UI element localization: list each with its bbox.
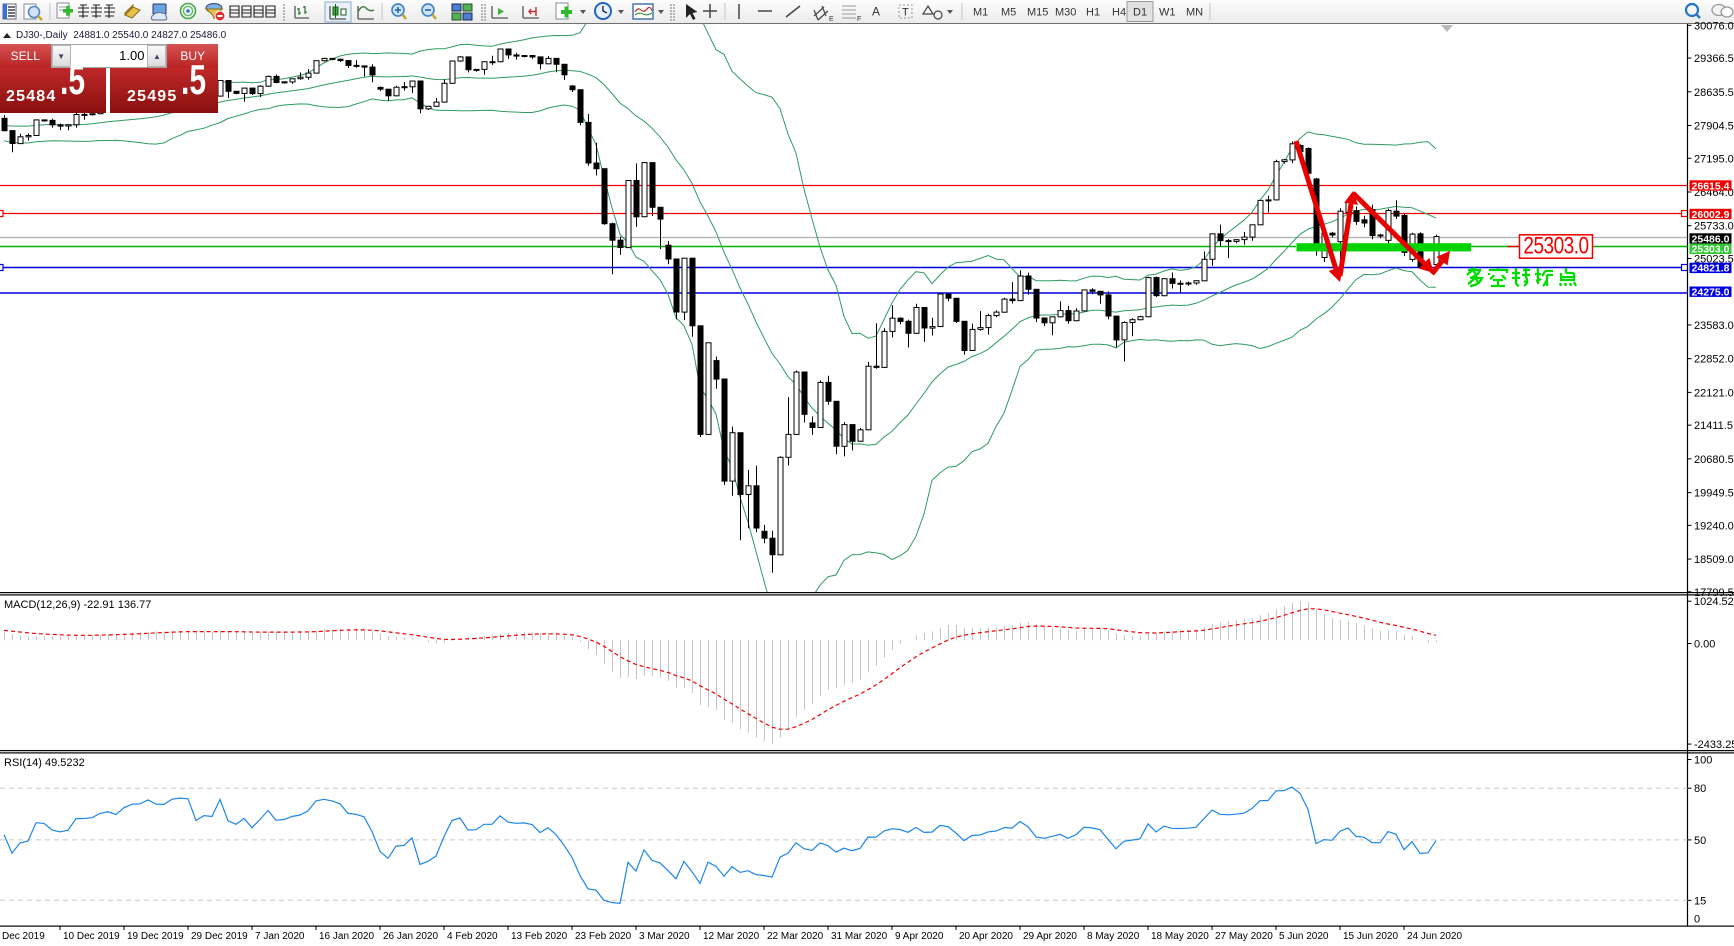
svg-text:27 May 2020: 27 May 2020 bbox=[1215, 931, 1273, 942]
svg-text:A: A bbox=[872, 5, 880, 19]
svg-text:30076.0: 30076.0 bbox=[1694, 20, 1734, 32]
svg-text:25303.0: 25303.0 bbox=[1692, 244, 1730, 256]
svg-text:Dec 2019: Dec 2019 bbox=[2, 931, 45, 942]
svg-text:100: 100 bbox=[1694, 755, 1712, 767]
svg-text:H1: H1 bbox=[1086, 7, 1100, 19]
svg-text:RSI(14) 49.5232: RSI(14) 49.5232 bbox=[4, 757, 85, 769]
svg-text:7 Jan 2020: 7 Jan 2020 bbox=[255, 931, 305, 942]
svg-text:9 Apr 2020: 9 Apr 2020 bbox=[895, 931, 944, 942]
svg-text:15: 15 bbox=[1694, 895, 1706, 907]
svg-text:22 Mar 2020: 22 Mar 2020 bbox=[767, 931, 824, 942]
svg-text:19240.0: 19240.0 bbox=[1694, 520, 1734, 532]
svg-text:26615.4: 26615.4 bbox=[1692, 180, 1730, 192]
svg-text:MN: MN bbox=[1186, 7, 1203, 19]
svg-text:M1: M1 bbox=[973, 7, 988, 19]
svg-text:25486.0: 25486.0 bbox=[1692, 233, 1730, 245]
svg-text:19 Dec 2019: 19 Dec 2019 bbox=[127, 931, 184, 942]
svg-text:29366.5: 29366.5 bbox=[1694, 53, 1734, 65]
svg-text:80: 80 bbox=[1694, 783, 1706, 795]
svg-text:4 Feb 2020: 4 Feb 2020 bbox=[447, 931, 498, 942]
svg-text:16 Jan 2020: 16 Jan 2020 bbox=[319, 931, 374, 942]
svg-text:27195.0: 27195.0 bbox=[1694, 153, 1734, 165]
svg-text:26 Jan 2020: 26 Jan 2020 bbox=[383, 931, 438, 942]
svg-text:10 Dec 2019: 10 Dec 2019 bbox=[63, 931, 120, 942]
svg-text:18 May 2020: 18 May 2020 bbox=[1151, 931, 1209, 942]
svg-text:T: T bbox=[902, 7, 909, 19]
svg-text:1024.52: 1024.52 bbox=[1694, 596, 1734, 608]
svg-text:F: F bbox=[857, 16, 861, 23]
svg-text:D1: D1 bbox=[1133, 7, 1147, 19]
svg-text:M15: M15 bbox=[1027, 7, 1048, 19]
svg-text:23583.0: 23583.0 bbox=[1694, 320, 1734, 332]
svg-text:22121.0: 22121.0 bbox=[1694, 387, 1734, 399]
svg-text:23 Feb 2020: 23 Feb 2020 bbox=[575, 931, 632, 942]
svg-text:26002.9: 26002.9 bbox=[1692, 209, 1730, 221]
svg-text:13 Feb 2020: 13 Feb 2020 bbox=[511, 931, 568, 942]
svg-text:24821.8: 24821.8 bbox=[1692, 263, 1730, 275]
svg-text:20680.5: 20680.5 bbox=[1694, 454, 1734, 466]
svg-text:18509.0: 18509.0 bbox=[1694, 554, 1734, 566]
svg-text:25303.0: 25303.0 bbox=[1523, 231, 1589, 259]
svg-text:50: 50 bbox=[1694, 835, 1706, 847]
svg-text:24 Jun 2020: 24 Jun 2020 bbox=[1407, 931, 1462, 942]
svg-text:25733.0: 25733.0 bbox=[1694, 221, 1734, 233]
svg-text:8 May 2020: 8 May 2020 bbox=[1087, 931, 1140, 942]
svg-text:W1: W1 bbox=[1159, 7, 1176, 19]
svg-text:25023.5: 25023.5 bbox=[1694, 253, 1734, 265]
svg-text:0.00: 0.00 bbox=[1694, 639, 1715, 651]
svg-text:29 Dec 2019: 29 Dec 2019 bbox=[191, 931, 248, 942]
svg-text:3 Mar 2020: 3 Mar 2020 bbox=[639, 931, 690, 942]
svg-text:20 Apr 2020: 20 Apr 2020 bbox=[959, 931, 1013, 942]
svg-text:0: 0 bbox=[1694, 914, 1700, 926]
svg-text:17799.5: 17799.5 bbox=[1694, 587, 1734, 599]
svg-text:29 Apr 2020: 29 Apr 2020 bbox=[1023, 931, 1077, 942]
svg-text:MACD(12,26,9) -22.91 136.77: MACD(12,26,9) -22.91 136.77 bbox=[4, 599, 151, 611]
svg-text:M30: M30 bbox=[1055, 7, 1076, 19]
svg-text:12 Mar 2020: 12 Mar 2020 bbox=[703, 931, 760, 942]
svg-text:5 Jun 2020: 5 Jun 2020 bbox=[1279, 931, 1329, 942]
svg-text:19949.5: 19949.5 bbox=[1694, 488, 1734, 500]
svg-text:27904.5: 27904.5 bbox=[1694, 121, 1734, 133]
svg-text:H4: H4 bbox=[1112, 7, 1126, 19]
svg-text:15 Jun 2020: 15 Jun 2020 bbox=[1343, 931, 1398, 942]
svg-text:22852.0: 22852.0 bbox=[1694, 354, 1734, 366]
svg-text:24275.0: 24275.0 bbox=[1692, 287, 1730, 299]
svg-text:E: E bbox=[829, 16, 834, 23]
svg-text:31 Mar 2020: 31 Mar 2020 bbox=[831, 931, 888, 942]
svg-text:-2433.25: -2433.25 bbox=[1694, 739, 1734, 751]
svg-text:M5: M5 bbox=[1001, 7, 1016, 19]
svg-text:21411.5: 21411.5 bbox=[1694, 420, 1733, 432]
svg-text:28635.5: 28635.5 bbox=[1694, 87, 1734, 99]
